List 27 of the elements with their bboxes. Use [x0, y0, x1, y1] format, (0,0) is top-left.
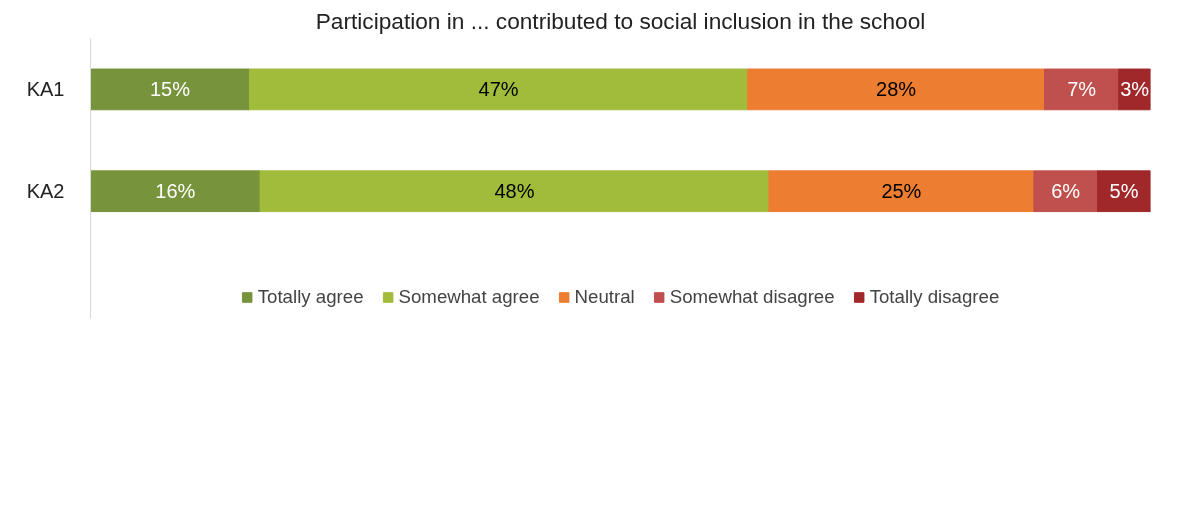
data-label: 7% — [1067, 78, 1097, 101]
data-label: 15% — [149, 78, 191, 101]
chart-title: Participation in ... contributed to social inclusion in the school — [315, 7, 926, 34]
bar — [90, 68, 250, 111]
bar — [1097, 170, 1151, 213]
data-label: 25% — [881, 180, 922, 203]
bar — [1033, 170, 1098, 213]
legend-label: Totally agree — [257, 286, 364, 308]
legend-label: Somewhat agree — [398, 286, 540, 308]
data-label: 5% — [1109, 180, 1139, 203]
data-label: 16% — [155, 180, 196, 203]
data-label: 6% — [1051, 180, 1081, 203]
data-label: 3% — [1120, 78, 1150, 101]
y-tick-label: KA1 — [26, 78, 65, 101]
bar — [747, 68, 1045, 111]
bar — [768, 170, 1035, 213]
data-label: 48% — [494, 180, 535, 203]
bar — [1044, 68, 1120, 111]
legend-label: Neutral — [574, 286, 635, 308]
data-label: 47% — [478, 78, 519, 101]
bar — [259, 170, 770, 213]
legend-label: Somewhat disagree — [669, 286, 835, 308]
y-tick-label: KA2 — [26, 180, 65, 203]
legend-label: Totally disagree — [869, 286, 1000, 308]
data-label: 28% — [876, 78, 917, 101]
bar — [249, 68, 749, 111]
bar — [90, 170, 261, 213]
